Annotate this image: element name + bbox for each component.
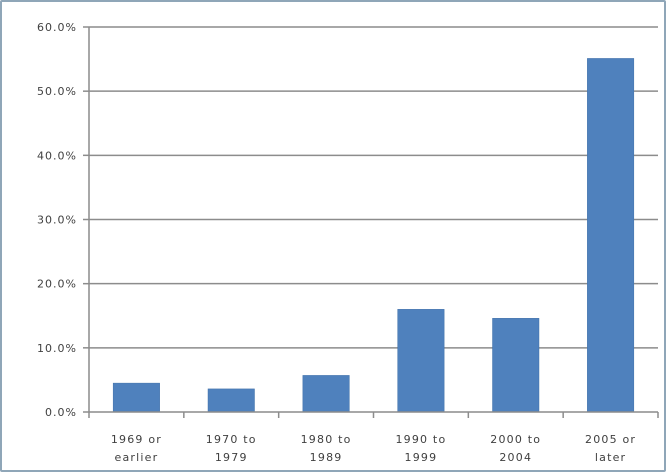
x-tick-labels: 1969 or earlier 1970 to 1979 1980 to 1989 1990… (111, 433, 636, 464)
x-tick-label-line: 1999 (405, 451, 438, 464)
bar (587, 58, 635, 413)
x-tick-label: 2000 to 2004 (490, 433, 541, 464)
y-tick-label: 10.0% (37, 342, 77, 355)
x-tick-label-line: later (595, 451, 626, 464)
y-tick-label: 50.0% (37, 85, 77, 98)
x-tick-label: 1970 to 1979 (206, 433, 257, 464)
x-tick-label: 1969 or earlier (111, 433, 162, 464)
x-tick-label-line: 1980 to (301, 433, 352, 446)
y-tick-label: 60.0% (37, 21, 77, 34)
x-tick-label: 2005 or later (585, 433, 636, 464)
x-tick-label-line: 1970 to (206, 433, 257, 446)
x-tick-label-line: 2005 or (585, 433, 636, 446)
gridlines (89, 26, 658, 349)
bar (207, 388, 255, 413)
y-tick-label: 0.0% (45, 406, 77, 419)
bars (112, 58, 635, 413)
y-tick-label: 30.0% (37, 214, 77, 227)
x-tick-label-line: 1990 to (395, 433, 446, 446)
x-tick-label-line: 1989 (310, 451, 343, 464)
bar-chart: 0.0% 10.0% 20.0% 30.0% 40.0% 50.0% 60.0% 1969 … (37, 21, 659, 464)
x-tick-label-line: 2000 to (490, 433, 541, 446)
bar (112, 382, 160, 413)
bar (302, 375, 350, 413)
x-tick-label: 1990 to 1999 (395, 433, 446, 464)
y-tick-label: 20.0% (37, 278, 77, 291)
y-tick-label: 40.0% (37, 149, 77, 162)
x-tick-label-line: 1969 or (111, 433, 162, 446)
axes (83, 26, 659, 418)
x-tick-label: 1980 to 1989 (301, 433, 352, 464)
bar (492, 318, 540, 413)
y-tick-labels: 0.0% 10.0% 20.0% 30.0% 40.0% 50.0% 60.0% (37, 21, 77, 419)
x-tick-label-line: 2004 (499, 451, 532, 464)
x-tick-label-line: 1979 (215, 451, 248, 464)
bar (397, 309, 445, 413)
x-tick-label-line: earlier (114, 451, 158, 464)
